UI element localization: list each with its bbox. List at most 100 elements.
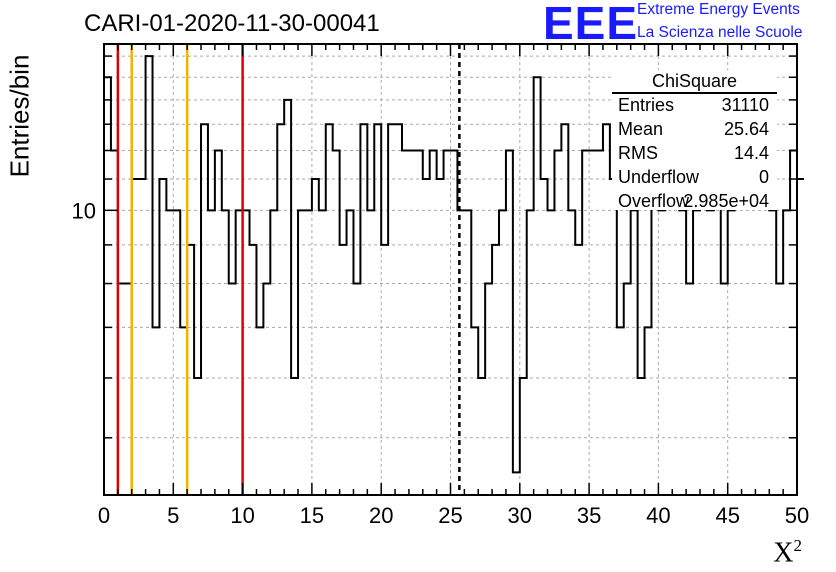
stats-label-overflow: Overflow <box>618 191 690 211</box>
histogram-bin <box>596 150 603 495</box>
histogram-bin <box>554 150 561 495</box>
org-name-line1: Extreme Energy Events <box>637 1 800 18</box>
histogram-bin <box>208 210 215 495</box>
histogram-bin <box>548 210 555 495</box>
stats-value-overflow: 2.985e+04 <box>683 191 769 211</box>
histogram-bin <box>451 150 458 495</box>
stats-value-entries: 31110 <box>722 95 769 115</box>
histogram-bin <box>575 245 582 495</box>
histogram-bin <box>423 179 430 495</box>
histogram-bin <box>416 150 423 495</box>
histogram-bin <box>250 245 257 495</box>
histogram-bin <box>513 472 520 495</box>
x-tick-label: 15 <box>300 503 324 528</box>
histogram-bin <box>582 150 589 495</box>
histogram-bin <box>326 124 333 495</box>
histogram-bin <box>444 150 451 495</box>
histogram-bin <box>284 100 291 495</box>
histogram-bin <box>263 284 270 495</box>
histogram-bin <box>388 124 395 495</box>
histogram-bin <box>686 284 693 495</box>
x-axis-label: X2 <box>773 536 802 569</box>
histogram-bin <box>194 378 201 495</box>
histogram-bin <box>693 210 700 495</box>
histogram-bin <box>319 210 326 495</box>
x-tick-label: 40 <box>646 503 670 528</box>
histogram-series <box>104 55 804 474</box>
x-tick-label: 50 <box>785 503 809 528</box>
stats-value-underflow: 0 <box>759 167 769 187</box>
histogram-bin <box>561 124 568 495</box>
histogram-bin <box>617 327 624 495</box>
x-tick-label: 20 <box>369 503 393 528</box>
x-tick-label: 0 <box>98 503 110 528</box>
histogram-bin <box>679 210 686 495</box>
histogram-bin <box>305 210 312 495</box>
histogram-bin <box>146 56 153 495</box>
histogram-bin <box>367 210 374 495</box>
histogram-bin <box>700 179 707 495</box>
histogram-bin <box>340 245 347 495</box>
eee-logo: EEE <box>543 0 639 49</box>
histogram-bin <box>139 179 146 495</box>
histogram-bin <box>624 284 631 495</box>
histogram-bin <box>769 210 776 495</box>
histogram-bin <box>631 210 638 495</box>
histogram-bin <box>153 327 160 495</box>
histogram-bin <box>589 150 596 495</box>
histogram-bin <box>471 327 478 495</box>
histogram-bin <box>360 124 367 495</box>
histogram-bin <box>409 150 416 495</box>
histogram-bin <box>166 210 173 495</box>
histogram-bin <box>437 179 444 495</box>
chart-title: CARI-01-2020-11-30-00041 <box>84 10 380 37</box>
histogram-bin <box>658 210 665 495</box>
histogram-bin <box>312 179 319 495</box>
histogram-bin <box>797 179 804 495</box>
histogram-bin <box>721 284 728 495</box>
histogram-bin <box>270 210 277 495</box>
histogram-bin <box>402 150 409 495</box>
histogram-bin <box>776 284 783 495</box>
histogram-bin <box>541 179 548 495</box>
stats-label-mean: Mean <box>618 119 663 139</box>
histogram-bin <box>215 150 222 495</box>
histogram-bin <box>790 150 797 495</box>
histogram-bin <box>222 210 229 495</box>
histogram-bin <box>499 210 506 495</box>
histogram-bin <box>347 210 354 495</box>
stats-label-entries: Entries <box>618 95 674 115</box>
histogram-bin <box>256 327 263 495</box>
histogram-bin <box>229 284 236 495</box>
histogram-bin <box>478 378 485 495</box>
histogram-bin <box>534 77 541 495</box>
histogram-bin <box>173 210 180 495</box>
x-tick-label: 30 <box>508 503 532 528</box>
histogram-bin <box>728 210 735 495</box>
stats-label-underflow: Underflow <box>618 167 700 187</box>
histogram-bin <box>333 150 340 495</box>
histogram-bin <box>707 210 714 495</box>
histogram-bin <box>485 284 492 495</box>
histogram-bin <box>714 179 721 495</box>
histogram-bin <box>395 124 402 495</box>
histogram-bin <box>159 179 166 495</box>
histogram-bin <box>610 179 617 495</box>
histogram-bin <box>464 210 471 495</box>
histogram-bin <box>201 124 208 495</box>
x-tick-label: 25 <box>438 503 462 528</box>
histogram-bin <box>492 245 499 495</box>
histogram-bin <box>762 179 769 495</box>
histogram-bin <box>298 210 305 495</box>
stats-label-rms: RMS <box>618 143 658 163</box>
x-tick-label: 35 <box>577 503 601 528</box>
histogram-bin <box>783 210 790 495</box>
x-tick-label: 10 <box>230 503 254 528</box>
histogram-bin <box>506 150 513 495</box>
histogram-bin <box>381 245 388 495</box>
y-tick-label: 10 <box>72 198 96 223</box>
stats-value-mean: 25.64 <box>724 119 769 139</box>
stats-box-title: ChiSquare <box>652 71 737 91</box>
histogram-bin <box>527 210 534 495</box>
